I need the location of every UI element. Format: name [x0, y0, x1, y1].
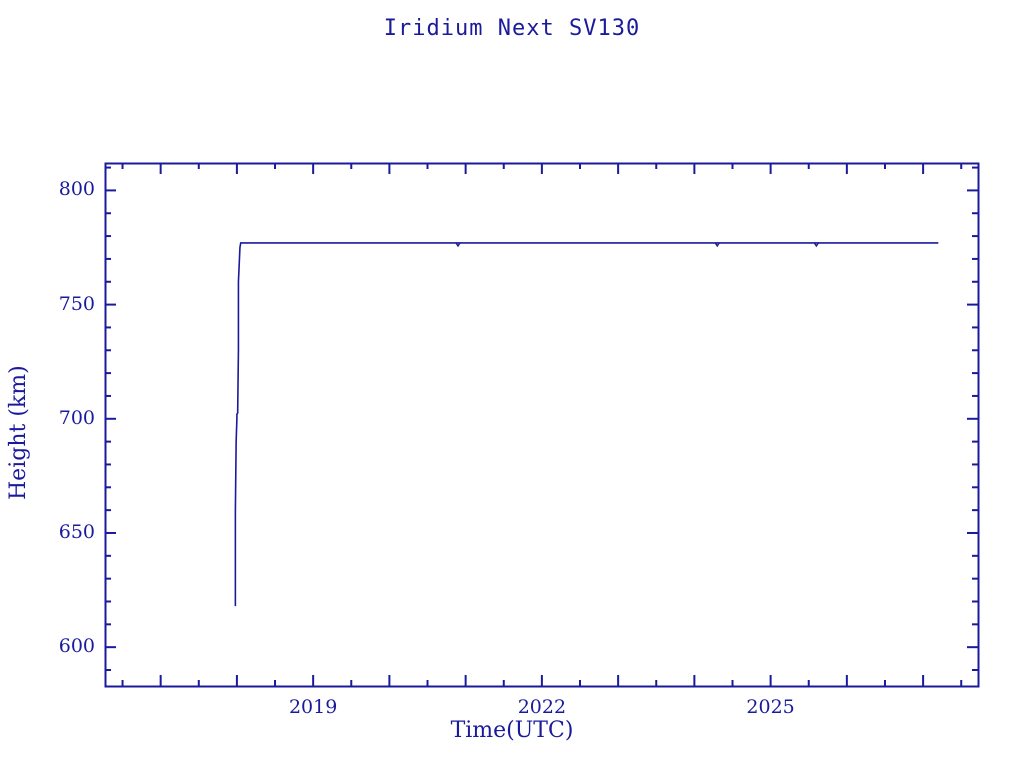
y-tick-label: 600 [58, 635, 95, 658]
x-tick-label: 2025 [746, 696, 795, 718]
data-perturbation-0 [455, 242, 461, 248]
data-series-group [234, 242, 939, 607]
x-axis-label: Time(UTC) [450, 718, 574, 743]
x-tick-label: 2022 [517, 696, 567, 718]
y-tick-label: 700 [58, 406, 95, 429]
x-tick-label: 2019 [288, 696, 338, 718]
data-perturbation-1 [714, 242, 720, 248]
y-tick-label: 750 [58, 292, 95, 315]
y-tick-label: 800 [58, 178, 95, 201]
chart-title: Iridium Next SV130 [383, 16, 641, 41]
data-line-0 [234, 242, 939, 607]
data-perturbation-2 [813, 242, 819, 248]
axis-ticks [105, 163, 978, 686]
y-tick-label: 650 [58, 520, 95, 543]
